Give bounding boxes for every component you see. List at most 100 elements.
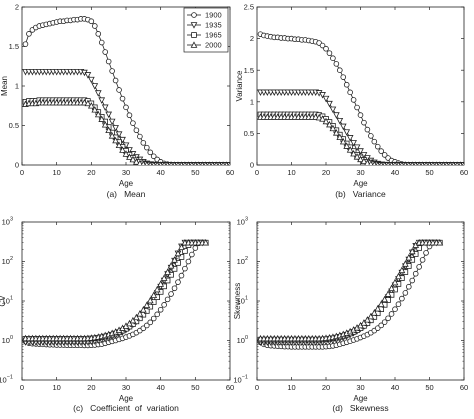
chart-panel-2: 0 10 20 30 40 50 6010−1100101102103AgeCV(c) Co… xyxy=(0,217,234,413)
data-point-1900 xyxy=(424,251,429,256)
data-point-1900 xyxy=(362,120,367,125)
data-point-1900 xyxy=(334,61,339,66)
data-point-1900 xyxy=(127,113,132,118)
x-tick-label: 0 xyxy=(255,168,259,177)
y-tick-exponent: 0 xyxy=(10,335,13,341)
data-point-1900 xyxy=(89,19,94,24)
y-tick-base: 10 xyxy=(233,376,241,385)
data-point-1900 xyxy=(148,150,153,155)
data-point-1900 xyxy=(413,271,418,276)
data-point-1900 xyxy=(341,75,346,80)
data-point-1900 xyxy=(99,40,104,45)
plot-frame xyxy=(257,7,464,165)
data-point-1935 xyxy=(337,118,342,123)
y-tick-exponent: 1 xyxy=(10,296,13,302)
legend: 1900193519652000 xyxy=(184,8,228,52)
data-point-1900 xyxy=(355,105,360,110)
y-tick-label: 2.5 xyxy=(244,3,254,12)
legend-label: 1900 xyxy=(205,11,222,20)
y-tick-label: 1.5 xyxy=(9,42,19,51)
x-tick-label: 40 xyxy=(391,168,399,177)
legend-label: 2000 xyxy=(205,41,222,50)
data-point-1900 xyxy=(106,59,111,64)
y-tick-base: 10 xyxy=(2,336,10,345)
data-point-1935 xyxy=(341,124,346,129)
series-1965 xyxy=(258,240,442,342)
x-tick-label: 40 xyxy=(156,383,164,392)
data-point-1935 xyxy=(344,130,349,135)
data-point-1900 xyxy=(172,286,177,291)
x-tick-label: 20 xyxy=(322,168,330,177)
data-point-1900 xyxy=(393,307,398,312)
data-point-1900 xyxy=(158,307,163,312)
data-point-1900 xyxy=(368,134,373,139)
x-tick-label: 10 xyxy=(287,383,295,392)
y-tick-label: 0.5 xyxy=(9,121,19,130)
x-axis-label: Age xyxy=(353,394,368,403)
x-tick-label: 60 xyxy=(460,383,468,392)
data-point-1900 xyxy=(183,266,188,271)
data-point-1900 xyxy=(155,312,160,317)
y-tick-label: 2 xyxy=(15,3,19,12)
y-tick-label: 1.5 xyxy=(244,66,254,75)
y-axis-label: CV xyxy=(0,295,7,307)
data-point-1900 xyxy=(134,128,139,133)
y-tick-label: 0 xyxy=(250,161,254,170)
panel-caption: (c) Coefficient of variation xyxy=(73,403,179,413)
legend-label: 1965 xyxy=(205,31,222,40)
x-tick-label: 0 xyxy=(255,383,259,392)
data-point-1900 xyxy=(337,68,342,73)
x-tick-label: 30 xyxy=(122,168,130,177)
data-point-1900 xyxy=(103,50,108,55)
y-axis-label: Variance xyxy=(235,70,244,102)
data-point-1935 xyxy=(99,98,104,103)
data-point-1935 xyxy=(327,101,332,106)
data-point-1900 xyxy=(400,296,405,301)
data-point-1900 xyxy=(176,280,181,285)
data-point-1900 xyxy=(23,42,28,47)
y-tick-label: 10−1 xyxy=(0,375,13,385)
x-tick-label: 20 xyxy=(87,168,95,177)
data-point-1900 xyxy=(162,302,167,307)
data-point-1900 xyxy=(124,105,129,110)
data-point-1935 xyxy=(96,91,101,96)
y-tick-base: 10 xyxy=(0,376,7,385)
data-point-1900 xyxy=(186,259,191,264)
data-point-1900 xyxy=(327,51,332,56)
data-point-1900 xyxy=(120,96,125,101)
data-point-1900 xyxy=(113,78,118,83)
data-point-1935 xyxy=(92,84,97,89)
x-tick-label: 50 xyxy=(425,168,433,177)
panel-caption: (a) Mean xyxy=(107,189,146,199)
data-point-1900 xyxy=(375,144,380,149)
data-point-1900 xyxy=(324,46,329,51)
x-tick-label: 60 xyxy=(226,168,234,177)
data-point-1900 xyxy=(351,98,356,103)
y-tick-exponent: 2 xyxy=(10,256,13,262)
data-point-1900 xyxy=(27,31,32,36)
data-point-1935 xyxy=(106,112,111,117)
data-point-1900 xyxy=(117,88,122,93)
legend-label: 1935 xyxy=(205,21,222,30)
y-tick-exponent: −1 xyxy=(242,375,248,381)
data-point-1900 xyxy=(403,291,408,296)
y-tick-label: 1 xyxy=(15,82,19,91)
x-tick-label: 50 xyxy=(425,383,433,392)
series-1935 xyxy=(258,240,439,345)
data-point-1900 xyxy=(410,278,415,283)
data-point-1900 xyxy=(96,31,101,36)
data-point-1900 xyxy=(151,316,156,321)
y-axis-label: Skewness xyxy=(233,283,242,319)
data-point-1935 xyxy=(103,105,108,110)
series-2000 xyxy=(23,240,209,341)
y-tick-label: 100 xyxy=(237,335,248,345)
data-point-1900 xyxy=(92,24,97,29)
data-point-1935 xyxy=(334,113,339,118)
series-1900 xyxy=(258,32,466,168)
chart-panel-3: 0 10 20 30 40 50 6010−1100101102103AgeSkewness… xyxy=(233,217,468,413)
data-point-1900 xyxy=(344,82,349,87)
data-point-1900 xyxy=(372,139,377,144)
data-point-1900 xyxy=(358,113,363,118)
data-point-1900 xyxy=(389,312,394,317)
